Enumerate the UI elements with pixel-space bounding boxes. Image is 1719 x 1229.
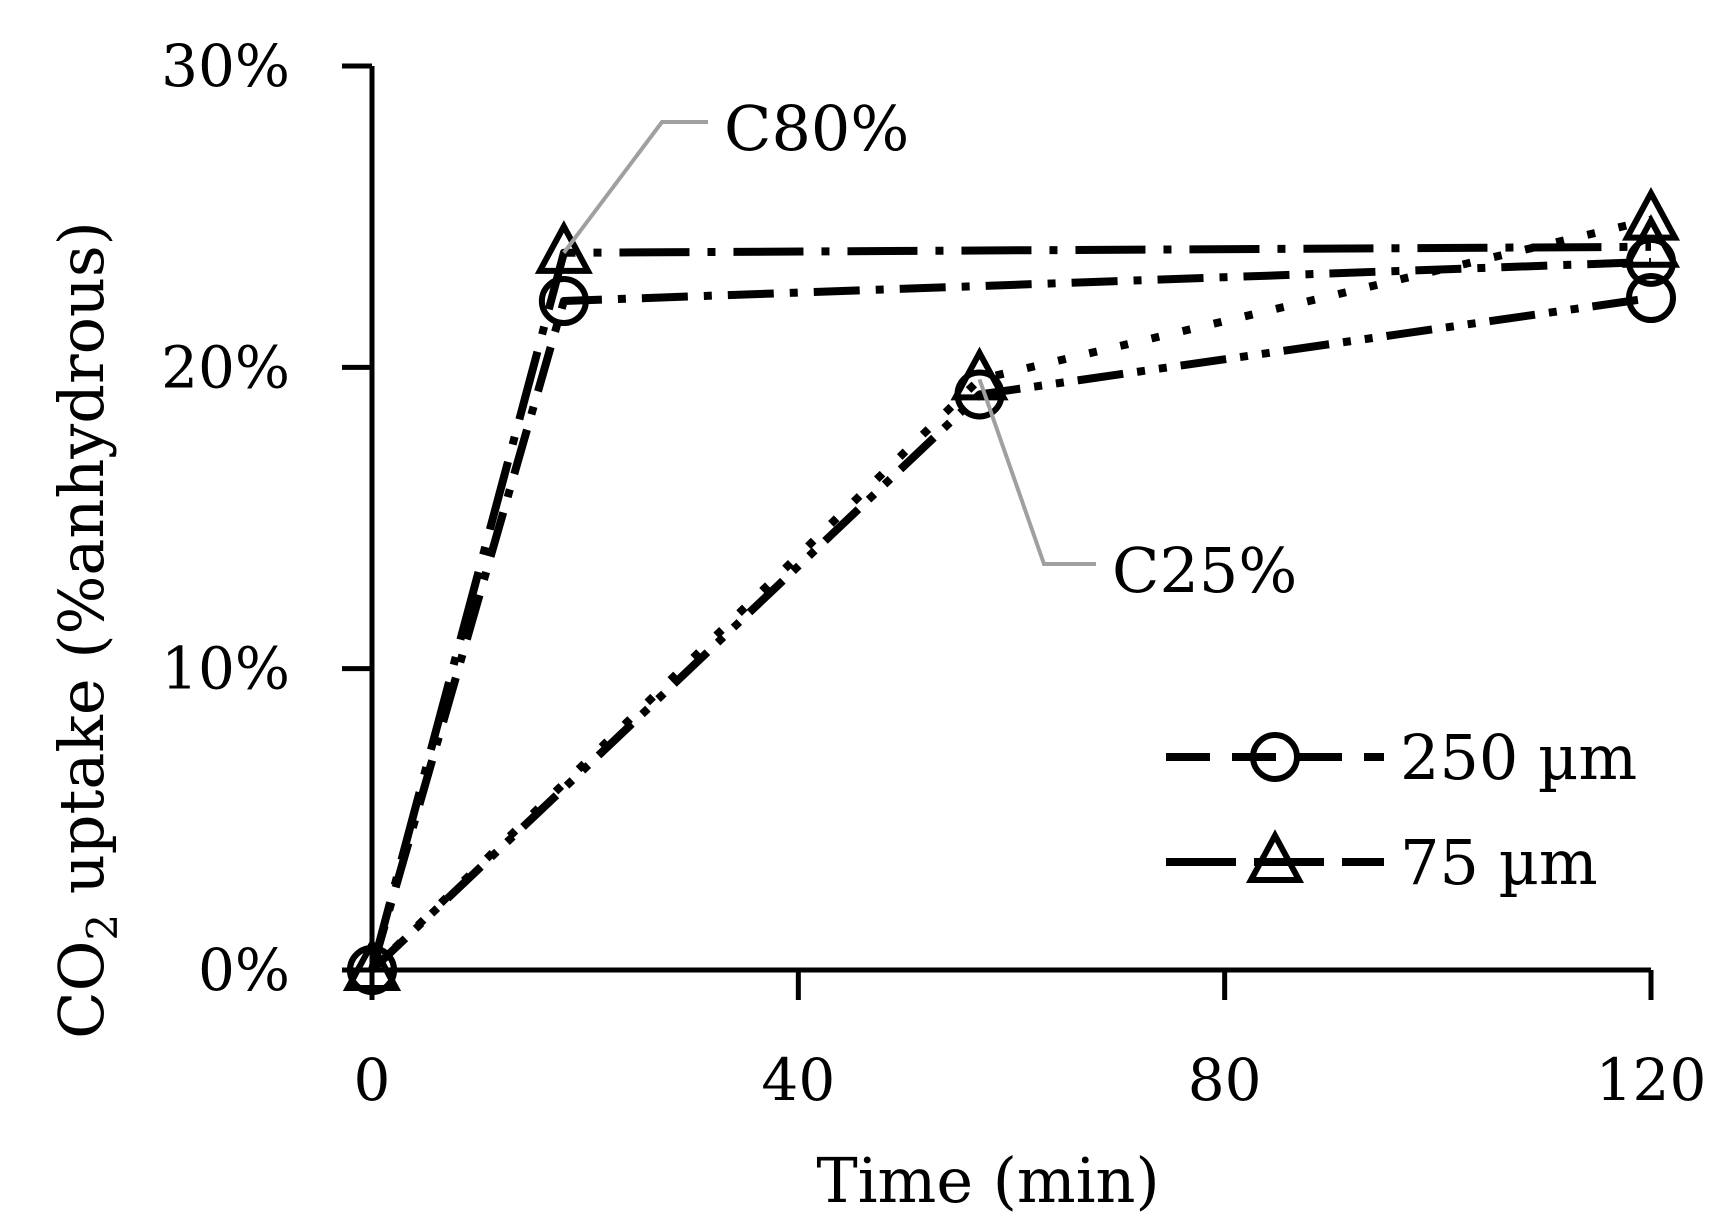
- axes: 0% 10% 20% 30% 0 40 80 120: [161, 32, 1706, 1114]
- x-tick-label: 40: [761, 1046, 835, 1114]
- data-point-c80-75um: [1621, 214, 1681, 268]
- annotation-leader-c25: [977, 378, 1096, 566]
- annotation-label-c80: C80%: [724, 92, 909, 165]
- y-axis-title-subscript: 2: [78, 914, 127, 941]
- legend-marker-triangle: [1245, 829, 1305, 883]
- y-tick-label: 0%: [198, 936, 290, 1004]
- legend: 250 µm 75 µm: [1166, 721, 1637, 899]
- x-axis-title: Time (min): [816, 1144, 1159, 1217]
- y-tick-label: 10%: [161, 635, 290, 703]
- data-point-c25-75um: [950, 346, 1009, 401]
- y-axis-title-rest: uptake (%anhydrous): [45, 221, 118, 914]
- y-axis-title-main: CO: [45, 941, 118, 1039]
- data-point-c25-75um: [1621, 186, 1681, 241]
- annotations: C80% C25%: [562, 92, 1297, 607]
- y-tick-label: 30%: [161, 32, 290, 100]
- data-point-c80-75um: [534, 220, 593, 274]
- legend-label: 75 µm: [1400, 826, 1598, 899]
- annotation-leader-c80: [562, 120, 708, 255]
- y-axis-title: CO2 uptake (%anhydrous): [45, 221, 127, 1039]
- x-tick-label: 120: [1596, 1046, 1707, 1114]
- legend-marker-circle: [1250, 732, 1300, 782]
- legend-label: 250 µm: [1400, 721, 1637, 794]
- series-line-c80-250um: [368, 257, 1652, 972]
- data-point-c80-250um: [538, 276, 589, 327]
- annotation-label-c25: C25%: [1112, 534, 1297, 607]
- x-tick-label: 80: [1188, 1046, 1262, 1114]
- y-tick-label: 20%: [161, 333, 290, 401]
- x-tick-label: 0: [354, 1046, 391, 1114]
- data-point-c25-250um: [1626, 273, 1676, 324]
